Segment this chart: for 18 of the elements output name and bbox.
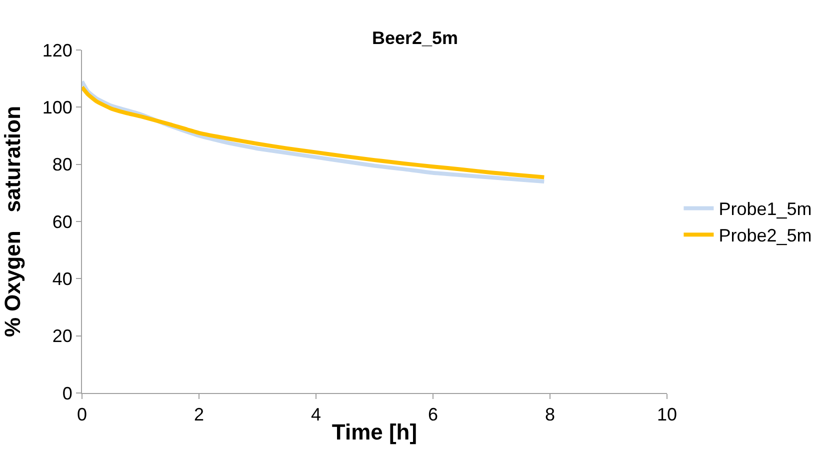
y-tick-label: 100: [42, 97, 72, 118]
y-tick-label: 120: [42, 40, 72, 60]
x-tick-label: 4: [310, 404, 322, 425]
y-axis-title: % Oxygen saturation: [0, 106, 26, 338]
y-tick-label: 60: [52, 212, 72, 232]
x-tick-label: 6: [428, 404, 438, 425]
x-tick-label: 10: [656, 404, 678, 425]
x-tick-label: 2: [194, 404, 204, 425]
legend-label: Probe2_5m: [718, 226, 812, 246]
x-tick-label: 8: [544, 404, 556, 425]
x-tick-label: 0: [76, 404, 88, 425]
y-tick-label: 20: [52, 326, 72, 346]
legend-label: Probe1_5m: [718, 199, 812, 220]
y-tick-label: 40: [52, 268, 72, 289]
x-axis-title: Time [h]: [332, 420, 418, 444]
chart-title: Beer2_5m: [372, 28, 458, 48]
y-tick-label: 80: [52, 154, 72, 175]
y-tick-label: 0: [62, 383, 72, 404]
